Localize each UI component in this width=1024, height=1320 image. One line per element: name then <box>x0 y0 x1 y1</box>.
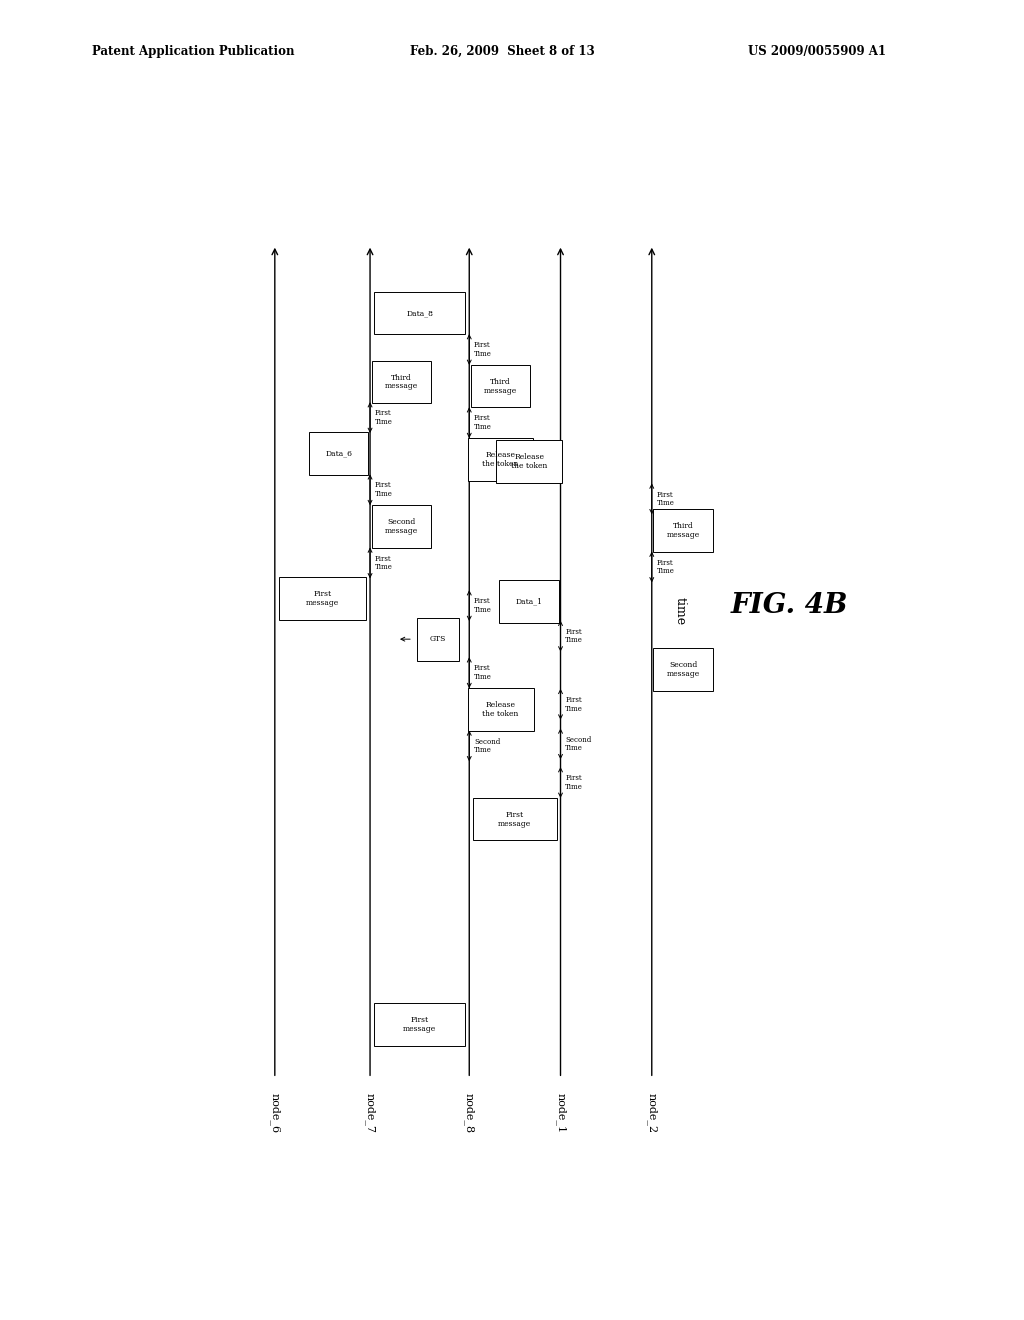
Text: Second
Time: Second Time <box>474 738 501 754</box>
Text: time: time <box>674 597 687 624</box>
Text: Patent Application Publication: Patent Application Publication <box>92 45 295 58</box>
Bar <box>372 506 431 548</box>
Bar <box>417 618 459 660</box>
Text: node_2: node_2 <box>646 1093 657 1134</box>
Text: Third
message: Third message <box>667 521 699 539</box>
Text: First
Time: First Time <box>375 554 392 572</box>
Text: GTS: GTS <box>430 635 446 643</box>
Text: Release
the token: Release the token <box>482 451 519 467</box>
Text: node_6: node_6 <box>269 1093 281 1134</box>
Text: First
message: First message <box>499 810 531 828</box>
Text: First
Time: First Time <box>656 491 675 507</box>
Text: Second
message: Second message <box>667 661 699 678</box>
Text: First
Time: First Time <box>474 598 492 614</box>
Bar <box>500 581 559 623</box>
Bar <box>468 688 534 731</box>
Bar <box>309 432 369 474</box>
Text: First
Time: First Time <box>474 664 492 681</box>
Text: node_7: node_7 <box>365 1093 376 1134</box>
Text: First
Time: First Time <box>375 409 392 426</box>
Text: Release
the token: Release the token <box>482 701 519 718</box>
Text: First
Time: First Time <box>474 414 492 430</box>
Bar <box>497 440 562 483</box>
Text: Feb. 26, 2009  Sheet 8 of 13: Feb. 26, 2009 Sheet 8 of 13 <box>410 45 594 58</box>
Text: Third
message: Third message <box>385 374 418 391</box>
Text: FIG. 4B: FIG. 4B <box>731 593 849 619</box>
Text: Third
message: Third message <box>484 378 517 395</box>
Text: Data_1: Data_1 <box>516 598 543 606</box>
Text: node_8: node_8 <box>464 1093 474 1134</box>
Bar <box>279 577 367 620</box>
Text: First
Time: First Time <box>656 558 675 576</box>
Text: Release
the token: Release the token <box>511 453 548 470</box>
Bar <box>473 797 557 841</box>
Text: node_1: node_1 <box>555 1093 566 1134</box>
Bar <box>653 648 713 690</box>
Text: First
Time: First Time <box>565 628 583 644</box>
Bar <box>653 510 713 552</box>
Bar <box>374 1003 465 1045</box>
Bar <box>471 364 530 408</box>
Text: First
message: First message <box>403 1016 436 1032</box>
Text: First
Time: First Time <box>565 696 583 713</box>
Bar <box>374 292 465 334</box>
Text: Data_6: Data_6 <box>326 449 352 457</box>
Text: First
Time: First Time <box>474 341 492 358</box>
Text: First
Time: First Time <box>565 774 583 791</box>
Text: First
Time: First Time <box>375 482 392 498</box>
Text: Data_8: Data_8 <box>407 309 433 317</box>
Text: First
message: First message <box>306 590 339 607</box>
Bar <box>372 360 431 404</box>
Text: US 2009/0055909 A1: US 2009/0055909 A1 <box>748 45 886 58</box>
Bar <box>468 438 532 480</box>
Text: Second
Time: Second Time <box>565 735 592 752</box>
Text: Second
message: Second message <box>385 517 418 535</box>
